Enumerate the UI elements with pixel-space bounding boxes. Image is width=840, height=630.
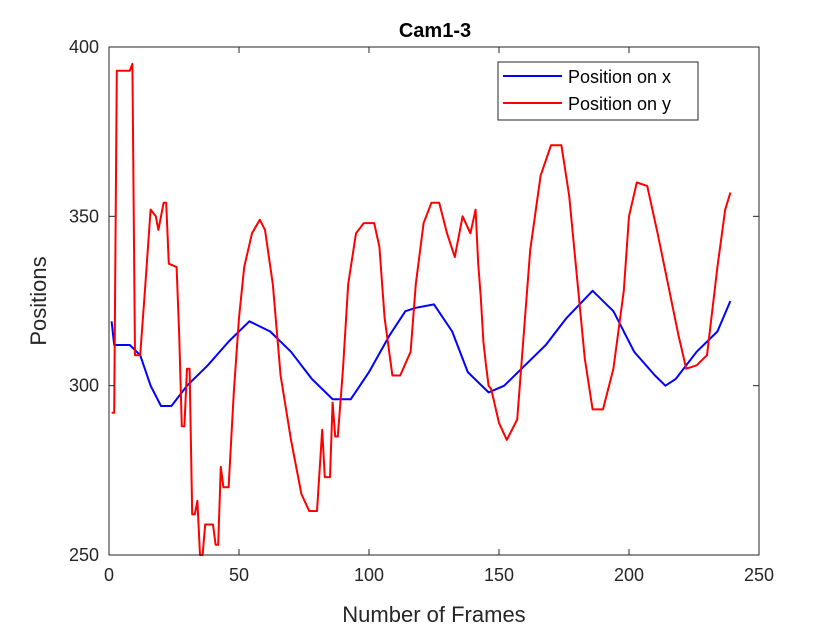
y-axis-label: Positions <box>26 256 51 345</box>
x-tick-label: 50 <box>229 565 249 585</box>
chart-title: Cam1-3 <box>399 20 471 42</box>
axis-ticks: 0 50 100 150 200 250 250 300 350 400 <box>69 37 774 585</box>
series-line-position-y <box>111 62 732 556</box>
series-layer <box>110 62 732 556</box>
y-tick-label: 400 <box>69 37 99 57</box>
legend: Position on x Position on y <box>497 61 699 121</box>
x-tick-label: 0 <box>104 565 114 585</box>
legend-label-position-x: Position on x <box>568 67 671 87</box>
y-tick-label: 250 <box>69 545 99 565</box>
x-axis-label: Number of Frames <box>342 602 525 627</box>
y-tick-label: 300 <box>69 376 99 396</box>
x-tick-label: 100 <box>354 565 384 585</box>
x-tick-label: 250 <box>744 565 774 585</box>
series-line-position-x <box>110 289 732 407</box>
plot-area: 0 50 100 150 200 250 250 300 350 400 <box>69 37 774 585</box>
legend-box <box>497 61 699 121</box>
y-tick-label: 350 <box>69 206 99 226</box>
plot-frame <box>108 46 760 556</box>
x-tick-label: 150 <box>484 565 514 585</box>
legend-label-position-y: Position on y <box>568 94 671 114</box>
x-tick-label: 200 <box>614 565 644 585</box>
